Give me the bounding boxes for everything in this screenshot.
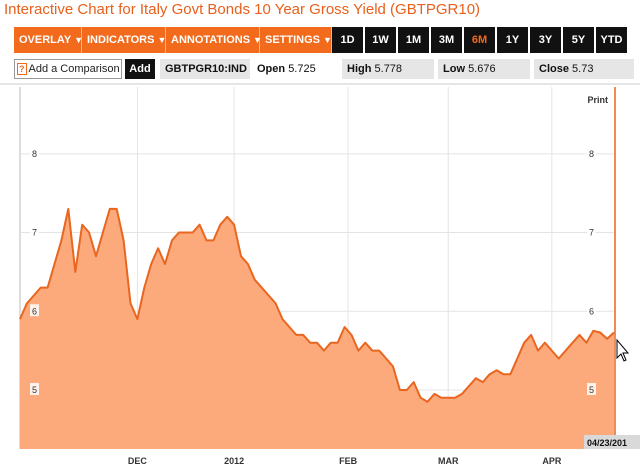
y-tick-label-left: 7 <box>32 228 37 238</box>
range-3y[interactable]: 3Y <box>530 27 561 53</box>
tick-label-bg <box>30 304 39 317</box>
comparison-placeholder: Add a Comparison <box>28 63 120 75</box>
caret-down-icon: ▼ <box>157 35 167 45</box>
range-6m[interactable]: 6M <box>464 27 495 53</box>
chart-toolbar: OVERLAY ▼ INDICATORS ▼ ANNOTATIONS ▼ SETTIN… <box>14 27 627 53</box>
yield-line <box>19 207 615 403</box>
open-label: Open <box>257 63 286 75</box>
low-value: Low 5.676 <box>438 59 530 79</box>
tick-label-bg <box>587 225 596 238</box>
range-1y[interactable]: 1Y <box>497 27 528 53</box>
tick-label-bg <box>30 225 39 238</box>
range-5y[interactable]: 5Y <box>563 27 594 53</box>
print-link[interactable]: Print <box>587 95 608 105</box>
comparison-input[interactable]: ? Add a Comparison <box>14 59 122 79</box>
annotations-menu[interactable]: ANNOTATIONS ▼ <box>166 27 262 53</box>
page-title: Interactive Chart for Italy Govt Bonds 1… <box>4 1 481 18</box>
tick-label-bg <box>587 382 596 395</box>
caret-down-icon: ▼ <box>253 35 262 45</box>
indicators-menu-label: INDICATORS <box>87 34 155 46</box>
yield-chart[interactable]: 5 5 6 6 7 7 8 8 DEC 2012 FEB MAR APR Print 04/23/201 <box>0 83 640 472</box>
high-value: High 5.778 <box>342 59 434 79</box>
open-number: 5.725 <box>288 63 316 75</box>
y-tick-label-left: 6 <box>32 306 37 316</box>
settings-menu-label: SETTINGS <box>265 34 321 46</box>
mouse-pointer-icon <box>616 338 630 362</box>
tick-label-bg <box>30 146 39 159</box>
y-tick-label-right: 8 <box>589 149 594 159</box>
low-label: Low <box>443 63 465 75</box>
ticker-symbol: GBTPGR10:IND <box>160 59 250 79</box>
close-number: 5.73 <box>572 63 594 75</box>
range-ytd[interactable]: YTD <box>596 27 627 53</box>
range-1d[interactable]: 1D <box>332 27 363 53</box>
y-tick-label-right: 6 <box>589 306 594 316</box>
add-comparison-button[interactable]: Add <box>125 59 155 79</box>
x-tick-label: 2012 <box>224 456 244 466</box>
range-3m[interactable]: 3M <box>431 27 462 53</box>
high-number: 5.778 <box>374 63 403 75</box>
overlay-menu[interactable]: OVERLAY ▼ <box>14 27 84 53</box>
overlay-menu-label: OVERLAY <box>19 34 72 46</box>
y-tick-label-left: 8 <box>32 149 37 159</box>
indicators-menu[interactable]: INDICATORS ▼ <box>82 27 166 53</box>
close-label: Close <box>539 63 569 75</box>
caret-down-icon: ▼ <box>323 35 332 45</box>
x-tick-label: MAR <box>438 456 459 466</box>
settings-menu[interactable]: SETTINGS ▼ <box>260 27 332 53</box>
x-tick-label: APR <box>542 456 562 466</box>
x-tick-label: FEB <box>339 456 358 466</box>
date-badge-bg <box>584 435 640 449</box>
range-1m[interactable]: 1M <box>398 27 429 53</box>
x-tick-label: DEC <box>128 456 148 466</box>
y-tick-label-right: 7 <box>589 228 594 238</box>
yield-area <box>20 208 614 449</box>
range-1w[interactable]: 1W <box>365 27 396 53</box>
date-badge: 04/23/201 <box>587 438 627 448</box>
caret-down-icon: ▼ <box>74 35 84 45</box>
low-number: 5.676 <box>468 63 496 75</box>
y-tick-label-right: 5 <box>589 385 594 395</box>
ticker-text: GBTPGR10:IND <box>165 63 247 75</box>
y-tick-label-left: 5 <box>32 385 37 395</box>
annotations-menu-label: ANNOTATIONS <box>171 34 251 46</box>
quote-bar: ? Add a Comparison Add GBTPGR10:IND Open … <box>14 59 634 79</box>
tick-label-bg <box>30 382 39 395</box>
tick-label-bg <box>587 146 596 159</box>
high-label: High <box>347 63 372 75</box>
help-icon[interactable]: ? <box>17 63 27 75</box>
chart-area[interactable]: 5 5 6 6 7 7 8 8 DEC 2012 FEB MAR APR Print 04/23/201 <box>0 83 640 472</box>
tick-label-bg <box>587 304 596 317</box>
open-value: Open 5.725 <box>252 59 342 79</box>
close-value: Close 5.73 <box>534 59 634 79</box>
